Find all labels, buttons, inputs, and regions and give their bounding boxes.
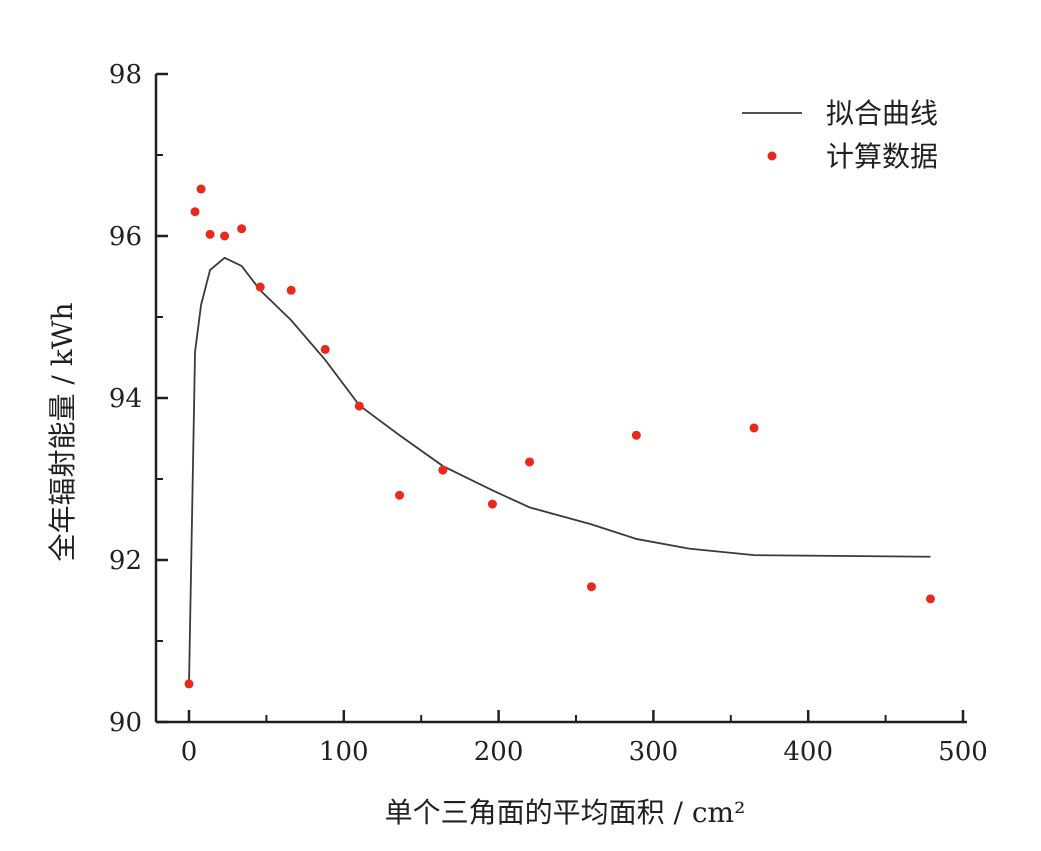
- data-point: [354, 401, 364, 411]
- fit-curve-line: [188, 256, 931, 684]
- data-point: [184, 679, 194, 689]
- data-point: [487, 499, 497, 509]
- legend-label: 拟合曲线: [826, 97, 938, 130]
- y-tick-label: 98: [109, 60, 142, 90]
- x-tick-label: 400: [783, 737, 833, 767]
- data-point: [255, 282, 265, 292]
- data-point: [631, 430, 641, 440]
- data-point: [525, 457, 535, 467]
- y-tick-label: 90: [109, 708, 142, 738]
- data-point: [925, 594, 935, 604]
- data-point: [395, 490, 405, 500]
- x-tick-label: 0: [181, 737, 198, 767]
- legend-label: 计算数据: [826, 140, 938, 173]
- y-tick-label: 94: [109, 384, 142, 414]
- y-tick-label: 96: [109, 222, 142, 252]
- x-tick-label: 200: [474, 737, 524, 767]
- y-tick-label: 92: [109, 546, 142, 576]
- data-point: [586, 582, 596, 592]
- y-axis-label: 全年辐射能量 / kWh: [46, 302, 79, 561]
- data-point: [190, 207, 200, 217]
- data-point: [196, 184, 206, 194]
- x-tick-label: 300: [629, 737, 679, 767]
- data-point: [438, 465, 448, 475]
- data-point: [220, 231, 230, 241]
- data-point: [205, 229, 215, 239]
- legend-dot-swatch: [767, 151, 777, 161]
- x-tick-label: 500: [938, 737, 988, 767]
- data-point: [749, 423, 759, 433]
- x-tick-label: 100: [319, 737, 369, 767]
- x-axis-label: 单个三角面的平均面积 / cm²: [385, 796, 746, 829]
- data-point: [320, 344, 330, 354]
- data-point: [237, 224, 247, 234]
- data-point: [286, 285, 296, 295]
